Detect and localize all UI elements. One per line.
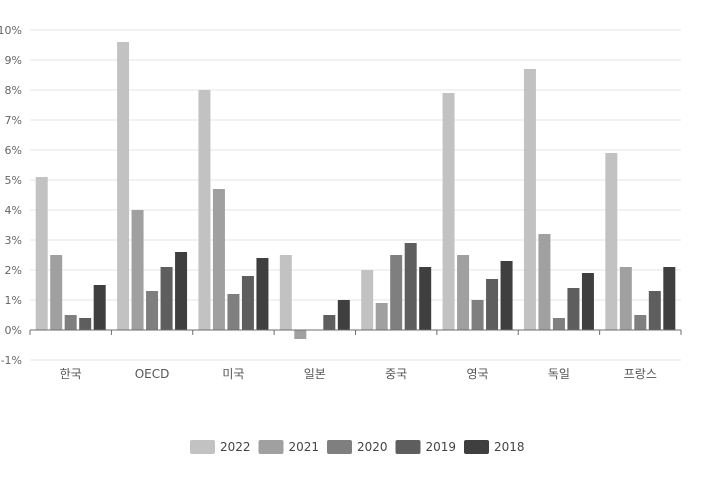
y-axis-tick-labels: -1% 0% 1% 2% 3% 4% 5% 6% 7% 8% 9% 10% bbox=[0, 24, 22, 367]
bar-2021-3 bbox=[294, 330, 307, 339]
y-tick-label: -1% bbox=[1, 354, 22, 367]
x-category-label: 영국 bbox=[467, 367, 489, 381]
bar-2022-4 bbox=[361, 270, 374, 330]
bar-2018-1 bbox=[175, 252, 188, 330]
bar-2021-7 bbox=[619, 267, 632, 330]
bar-2020-1 bbox=[146, 291, 159, 330]
y-tick-label: 10% bbox=[0, 24, 22, 37]
legend-swatch-2022[interactable] bbox=[190, 440, 215, 454]
bar-2019-0 bbox=[79, 318, 92, 330]
x-axis bbox=[29, 329, 682, 335]
bar-2020-0 bbox=[64, 315, 77, 330]
x-category-label: 프랑스 bbox=[624, 367, 657, 381]
bar-2018-3 bbox=[337, 300, 350, 330]
legend-label[interactable]: 2021 bbox=[289, 440, 320, 454]
bar-2018-5 bbox=[500, 261, 513, 330]
bar-2020-2 bbox=[227, 294, 240, 330]
y-tick-label: 6% bbox=[5, 144, 22, 157]
x-category-label: 미국 bbox=[222, 367, 244, 381]
legend: 2022 2021 2020 2019 2018 bbox=[190, 440, 525, 454]
bar-2022-5 bbox=[442, 93, 455, 330]
x-category-label: 일본 bbox=[304, 367, 326, 381]
y-tick-label: 7% bbox=[5, 114, 22, 127]
legend-swatch-2018[interactable] bbox=[464, 440, 489, 454]
bar-2018-6 bbox=[581, 273, 594, 330]
bar-2018-0 bbox=[93, 285, 106, 330]
bar-2018-7 bbox=[663, 267, 676, 330]
y-tick-label: 3% bbox=[5, 234, 22, 247]
x-category-label: 한국 bbox=[60, 367, 82, 381]
x-category-label: 중국 bbox=[385, 367, 407, 381]
legend-swatch-2021[interactable] bbox=[258, 440, 284, 454]
bar-2018-2 bbox=[256, 258, 269, 330]
y-tick-label: 0% bbox=[5, 324, 22, 337]
bar-2021-5 bbox=[457, 255, 470, 330]
legend-label[interactable]: 2018 bbox=[494, 440, 525, 454]
legend-label[interactable]: 2022 bbox=[220, 440, 251, 454]
bar-2019-5 bbox=[486, 279, 499, 330]
bar-2020-4 bbox=[390, 255, 403, 330]
bar-2021-4 bbox=[375, 303, 388, 330]
bar-2020-7 bbox=[634, 315, 647, 330]
bar-2020-6 bbox=[552, 318, 565, 330]
bar-2018-4 bbox=[419, 267, 432, 330]
legend-label[interactable]: 2020 bbox=[357, 440, 388, 454]
bar-2019-3 bbox=[323, 315, 336, 330]
legend-swatch-2019[interactable] bbox=[395, 440, 421, 454]
bar-2022-6 bbox=[523, 69, 536, 330]
legend-swatch-2020[interactable] bbox=[327, 440, 352, 454]
bar-2019-1 bbox=[160, 267, 173, 330]
bar-2022-1 bbox=[117, 42, 130, 330]
x-category-label: OECD bbox=[135, 367, 170, 381]
bars bbox=[35, 42, 676, 339]
x-axis-category-labels: 한국 OECD 미국 일본 중국 영국 독일 프랑스 bbox=[60, 367, 657, 381]
x-category-label: 독일 bbox=[548, 367, 570, 381]
bar-2020-5 bbox=[471, 300, 484, 330]
legend-label[interactable]: 2019 bbox=[426, 440, 457, 454]
y-tick-label: 9% bbox=[5, 54, 22, 67]
y-tick-label: 1% bbox=[5, 294, 22, 307]
bar-2021-6 bbox=[538, 234, 551, 330]
bar-2022-7 bbox=[605, 153, 618, 330]
bar-2019-4 bbox=[404, 243, 417, 330]
bar-2022-0 bbox=[35, 177, 48, 330]
bar-2021-0 bbox=[50, 255, 63, 330]
bar-2022-3 bbox=[279, 255, 292, 330]
y-tick-label: 4% bbox=[5, 204, 22, 217]
bar-2019-6 bbox=[567, 288, 580, 330]
bar-2021-1 bbox=[131, 210, 144, 330]
y-tick-label: 8% bbox=[5, 84, 22, 97]
y-tick-label: 5% bbox=[5, 174, 22, 187]
bar-2021-2 bbox=[212, 189, 225, 330]
bar-2022-2 bbox=[198, 90, 211, 330]
y-tick-label: 2% bbox=[5, 264, 22, 277]
bar-2019-7 bbox=[648, 291, 661, 330]
bar-2019-2 bbox=[241, 276, 254, 330]
